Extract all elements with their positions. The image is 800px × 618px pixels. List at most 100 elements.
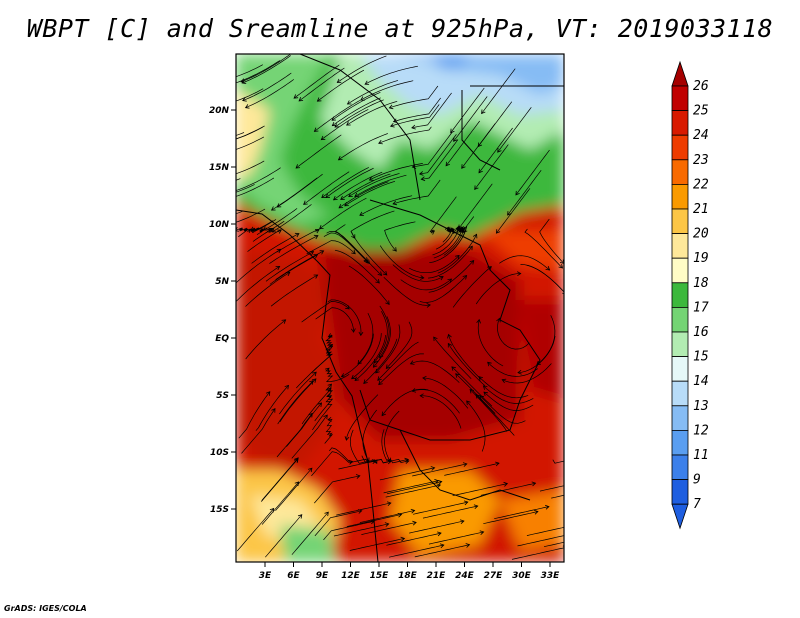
streamline bbox=[338, 181, 389, 209]
streamline bbox=[517, 335, 556, 374]
streamline-arrow bbox=[295, 164, 301, 169]
streamline bbox=[236, 64, 263, 78]
streamline-arrow bbox=[410, 508, 416, 514]
streamline bbox=[236, 227, 249, 238]
streamline bbox=[384, 221, 416, 252]
colorbar-label: 19 bbox=[693, 251, 709, 266]
streamline bbox=[314, 510, 362, 537]
streamline bbox=[539, 485, 564, 492]
streamline-arrow bbox=[404, 459, 410, 464]
streamline-arrow bbox=[578, 522, 582, 526]
streamline-arrow bbox=[501, 378, 507, 384]
streamline bbox=[241, 408, 276, 454]
streamline-arrow bbox=[355, 474, 361, 479]
streamline-arrow bbox=[351, 374, 356, 380]
streamline-arrow bbox=[363, 379, 368, 384]
streamline-arrow bbox=[327, 416, 332, 422]
streamline bbox=[451, 366, 493, 407]
colorbar: 26 25 24 23 22 21 20 19 18 17 16 15 14 13 12 11 9 7 bbox=[671, 60, 709, 530]
streamline bbox=[346, 394, 379, 441]
streamline-arrow bbox=[392, 200, 398, 206]
streamline bbox=[338, 133, 388, 161]
streamline bbox=[386, 532, 442, 546]
streamline bbox=[251, 233, 300, 264]
streamline bbox=[255, 385, 289, 431]
streamline-arrow bbox=[337, 156, 343, 161]
streamline bbox=[275, 250, 324, 280]
streamline bbox=[428, 260, 474, 293]
streamline bbox=[261, 481, 299, 525]
streamline-arrow bbox=[269, 507, 275, 513]
colorbar-segment bbox=[671, 110, 689, 136]
streamline bbox=[348, 265, 390, 305]
coastline-borders bbox=[236, 54, 564, 562]
streamline bbox=[336, 502, 391, 516]
streamline bbox=[369, 163, 423, 181]
streamline bbox=[466, 400, 486, 452]
colorbar-label: 11 bbox=[693, 448, 709, 463]
streamline bbox=[478, 376, 529, 399]
streamline-arrow bbox=[388, 104, 394, 110]
streamline bbox=[236, 160, 265, 175]
streamline bbox=[279, 378, 317, 422]
streamline bbox=[306, 240, 356, 255]
streamline-arrow bbox=[350, 328, 356, 333]
streamline bbox=[236, 167, 281, 191]
colorbar-label: 20 bbox=[693, 227, 709, 242]
streamline-arrow bbox=[481, 109, 486, 115]
streamline bbox=[392, 179, 441, 205]
streamline bbox=[291, 511, 329, 555]
streamline bbox=[412, 132, 453, 168]
streamline-arrow bbox=[320, 135, 326, 141]
streamline bbox=[373, 316, 391, 368]
streamline bbox=[419, 275, 467, 303]
streamline bbox=[311, 344, 334, 374]
streamline bbox=[242, 55, 292, 84]
streamline-arrow bbox=[591, 478, 595, 482]
streamline bbox=[443, 226, 466, 256]
streamline-arrow bbox=[439, 275, 444, 281]
streamline bbox=[381, 388, 429, 416]
streamline bbox=[236, 178, 241, 181]
streamline bbox=[325, 167, 374, 198]
streamline bbox=[361, 455, 409, 464]
streamline-arrow bbox=[418, 171, 424, 176]
lat-tick-label: 5N bbox=[215, 277, 229, 287]
streamline-arrow bbox=[276, 203, 282, 208]
streamline-arrow bbox=[276, 248, 282, 254]
streamline bbox=[386, 321, 413, 369]
streamline-arrow bbox=[262, 226, 268, 231]
streamline-arrow bbox=[281, 319, 287, 324]
map-title: WBPT [C] and Sreamline at 925hPa, VT: 20… bbox=[26, 14, 774, 43]
streamline-arrow bbox=[241, 79, 247, 84]
streamline-arrow bbox=[358, 331, 364, 337]
colorbar-segment bbox=[671, 405, 689, 431]
streamline-arrow bbox=[345, 304, 350, 310]
streamline-arrow bbox=[602, 485, 606, 489]
streamline-arrow bbox=[422, 375, 427, 381]
streamline-arrow bbox=[468, 245, 473, 251]
streamline bbox=[452, 483, 508, 497]
streamline-arrow bbox=[400, 536, 406, 542]
streamline-arrow bbox=[463, 500, 469, 506]
streamline bbox=[236, 508, 274, 552]
streamline-arrow bbox=[447, 278, 453, 283]
streamline-arrow bbox=[478, 376, 483, 381]
streamline-arrow bbox=[389, 122, 395, 128]
streamline bbox=[450, 87, 485, 133]
streamline-arrow bbox=[186, 189, 190, 193]
streamline bbox=[487, 362, 538, 377]
streamline bbox=[236, 266, 280, 302]
lon-tick-label: 27E bbox=[484, 571, 504, 581]
streamline-arrow bbox=[483, 391, 488, 397]
streamline-arrow bbox=[309, 380, 314, 385]
streamline bbox=[475, 273, 521, 305]
streamline-arrow bbox=[455, 254, 460, 260]
streamline bbox=[362, 409, 377, 462]
streamline-arrow bbox=[507, 211, 512, 216]
streamline bbox=[445, 120, 480, 167]
streamline-arrow bbox=[377, 376, 382, 381]
streamline-arrow bbox=[321, 193, 326, 199]
streamline-arrow bbox=[230, 82, 234, 86]
lon-tick-label: 33E bbox=[541, 571, 561, 581]
